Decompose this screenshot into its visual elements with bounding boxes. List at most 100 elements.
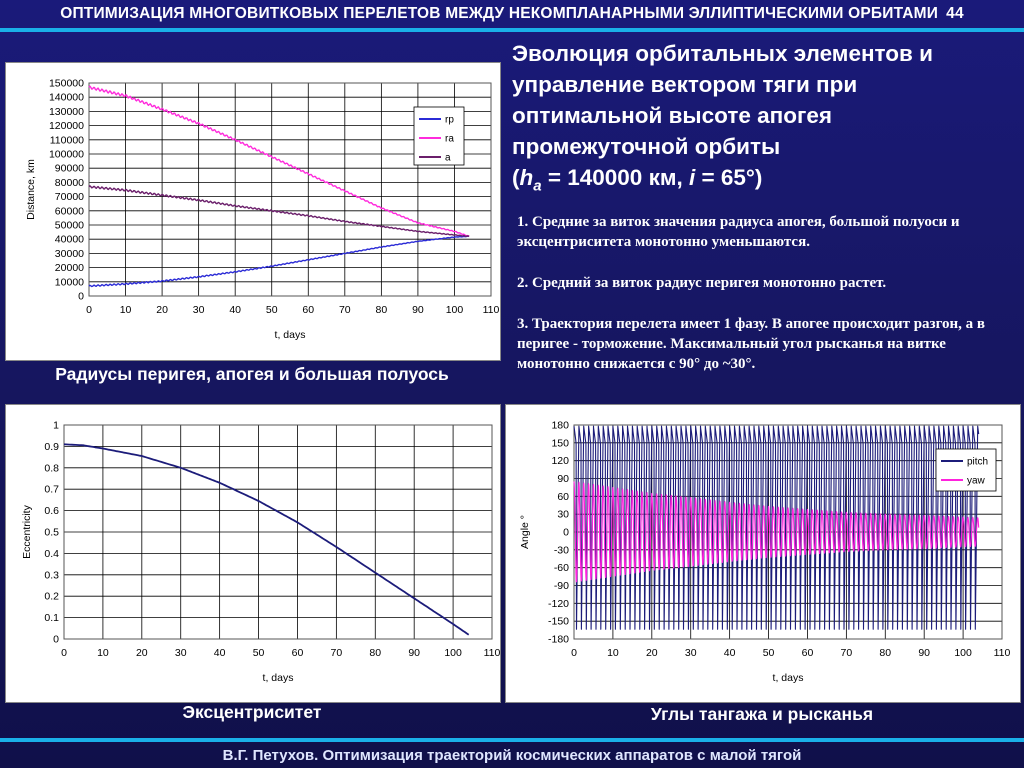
x-tick-label: 70 (339, 304, 351, 316)
y-tick-label: -150 (548, 616, 569, 628)
x-axis-label: t, days (275, 329, 306, 341)
title-line-1: Эволюция орбитальных элементов и (512, 41, 933, 66)
y-tick-label: -180 (548, 634, 569, 646)
pitch-series-line (573, 425, 980, 630)
y-tick-label: -90 (554, 580, 569, 592)
y-tick-label: 60 (557, 491, 569, 503)
y-tick-label: 40000 (55, 234, 84, 246)
y-tick-label: 20000 (55, 262, 84, 274)
y-tick-label: 10000 (55, 276, 84, 288)
y-tick-label: 120000 (49, 120, 84, 132)
y-tick-label: 0.5 (44, 527, 59, 539)
x-tick-label: 110 (994, 647, 1011, 659)
y-tick-label: 0 (53, 634, 59, 646)
x-axis-label: t, days (773, 672, 804, 684)
x-tick-label: 30 (685, 647, 697, 659)
y-tick-label: 0.9 (44, 441, 59, 453)
x-tick-label: 10 (120, 304, 132, 316)
x-tick-label: 90 (918, 647, 930, 659)
title-line-3: оптимальной высоте апогея (512, 103, 832, 128)
x-tick-label: 110 (484, 647, 500, 659)
eccentricity-line (63, 443, 470, 636)
y-tick-label: 0.8 (44, 462, 59, 474)
y-tick-label: -30 (554, 544, 569, 556)
y-tick-label: 90000 (55, 163, 84, 175)
title-params: (ha = 140000 км, i = 65°) (512, 162, 1017, 202)
x-tick-label: 60 (292, 647, 304, 659)
header-divider (0, 28, 1024, 32)
x-tick-label: 30 (175, 647, 187, 659)
x-tick-label: 40 (214, 647, 226, 659)
yaw-series-line (573, 481, 980, 583)
y-tick-label: 1 (53, 420, 59, 432)
series-a-line (88, 185, 470, 238)
x-tick-label: 0 (61, 647, 67, 659)
legend-label-ra: ra (445, 134, 454, 145)
y-tick-label: 130000 (49, 106, 84, 118)
header-bar: ОПТИМИЗАЦИЯ МНОГОВИТКОВЫХ ПЕРЕЛЕТОВ МЕЖД… (0, 0, 1024, 28)
header-title: ОПТИМИЗАЦИЯ МНОГОВИТКОВЫХ ПЕРЕЛЕТОВ МЕЖД… (60, 5, 939, 22)
note-3: 3. Траектория перелета имеет 1 фазу. В а… (517, 316, 986, 372)
x-tick-label: 10 (97, 647, 109, 659)
x-tick-label: 50 (763, 647, 775, 659)
x-tick-label: 80 (879, 647, 891, 659)
radii-chart: 0 10000 20000 30000 40000 50000 60000 70000 8000… (25, 78, 500, 342)
notes-block: 1. Средние за виток значения радиуса апо… (517, 212, 987, 395)
legend-box (413, 106, 465, 166)
radii-chart-panel: 0 10000 20000 30000 40000 50000 60000 70000 8000… (5, 62, 501, 361)
y-tick-label: 80000 (55, 177, 84, 189)
y-tick-label: 0 (78, 291, 84, 303)
y-tick-label: 90 (557, 473, 569, 485)
y-tick-label: -120 (548, 598, 569, 610)
y-tick-label: 30 (557, 509, 569, 521)
x-tick-label: 90 (412, 304, 424, 316)
y-axis-label: Distance, km (25, 159, 37, 220)
radii-caption: Радиусы перигея, апогея и большая полуос… (55, 364, 449, 384)
x-axis-label: t, days (263, 672, 294, 684)
h-value: = 140000 км, (541, 165, 689, 190)
legend-box (935, 448, 997, 492)
x-tick-label: 80 (376, 304, 388, 316)
x-tick-label: 40 (724, 647, 736, 659)
h-symbol: h (519, 165, 534, 190)
y-tick-label: 30000 (55, 248, 84, 260)
note-1: 1. Средние за виток значения радиуса апо… (517, 214, 960, 250)
eccentricity-caption: Эксцентриситет (182, 702, 322, 722)
y-tick-label: 150000 (49, 78, 84, 90)
x-tick-label: 110 (483, 304, 500, 316)
x-tick-label: 10 (607, 647, 619, 659)
x-tick-label: 70 (841, 647, 853, 659)
x-tick-label: 80 (369, 647, 381, 659)
page-number: 44 (946, 5, 964, 22)
y-tick-label: 110000 (50, 134, 84, 146)
y-axis-label: Eccentricity (21, 504, 33, 558)
y-tick-label: 150 (551, 437, 569, 449)
x-tick-label: 90 (408, 647, 420, 659)
x-tick-label: 100 (446, 304, 464, 316)
y-tick-label: 0.4 (44, 548, 59, 560)
title-line-2: управление вектором тяги при (512, 72, 858, 97)
x-tick-label: 50 (253, 647, 265, 659)
x-tick-label: 40 (229, 304, 241, 316)
legend-label-rp: rp (445, 115, 454, 126)
y-tick-label: 180 (551, 420, 569, 432)
paren-open: ( (512, 165, 520, 190)
y-tick-label: 0.6 (44, 505, 59, 517)
x-tick-label: 70 (331, 647, 343, 659)
x-tick-label: 20 (156, 304, 168, 316)
plot-frame (88, 82, 492, 297)
footer-divider (0, 738, 1024, 742)
eccentricity-chart: 00.10.20.30.40.50.60.70.80.910 10 20 30 40 50… (21, 420, 500, 685)
series-ra-line (88, 85, 470, 238)
legend-label-yaw: yaw (967, 476, 986, 487)
x-tick-label: 30 (193, 304, 205, 316)
title-line-4: промежуточной орбиты (512, 134, 781, 159)
y-axis-label: Angle ° (519, 515, 531, 549)
x-tick-label: 20 (646, 647, 658, 659)
x-tick-label: 100 (954, 647, 972, 659)
y-tick-label: 0.1 (44, 612, 59, 624)
y-tick-label: 140000 (49, 92, 84, 104)
series-rp-line (88, 235, 470, 288)
i-value: = 65°) (695, 165, 763, 190)
plot-frame (63, 424, 493, 640)
